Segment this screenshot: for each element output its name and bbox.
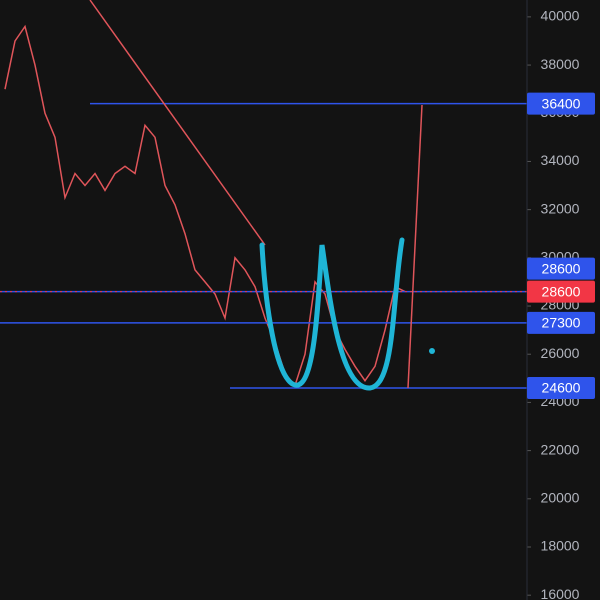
- level-box: [527, 257, 595, 280]
- level-box: [527, 92, 595, 115]
- y-tick-label: 18000: [541, 538, 580, 554]
- level-label: 28600: [542, 260, 581, 276]
- level-box: [527, 376, 595, 399]
- projection-line: [407, 104, 423, 389]
- y-tick-label: 16000: [541, 586, 580, 600]
- level-box: [527, 311, 595, 334]
- dot: [429, 348, 435, 354]
- y-tick-label: 22000: [541, 441, 580, 457]
- y-tick-label: 20000: [541, 489, 580, 505]
- w-pattern-drawing: [259, 237, 405, 391]
- y-tick-label: 26000: [541, 345, 580, 361]
- y-tick-label: 40000: [541, 8, 580, 24]
- last-price-label: 28600: [542, 283, 581, 299]
- level-label: 27300: [542, 315, 581, 331]
- level-label: 24600: [542, 380, 581, 396]
- y-tick-label: 34000: [541, 152, 580, 168]
- level-label: 36400: [542, 95, 581, 111]
- y-tick-label: 32000: [541, 200, 580, 216]
- trend-line: [89, 0, 266, 246]
- y-tick-label: 38000: [541, 56, 580, 72]
- last-price-box: [527, 280, 595, 303]
